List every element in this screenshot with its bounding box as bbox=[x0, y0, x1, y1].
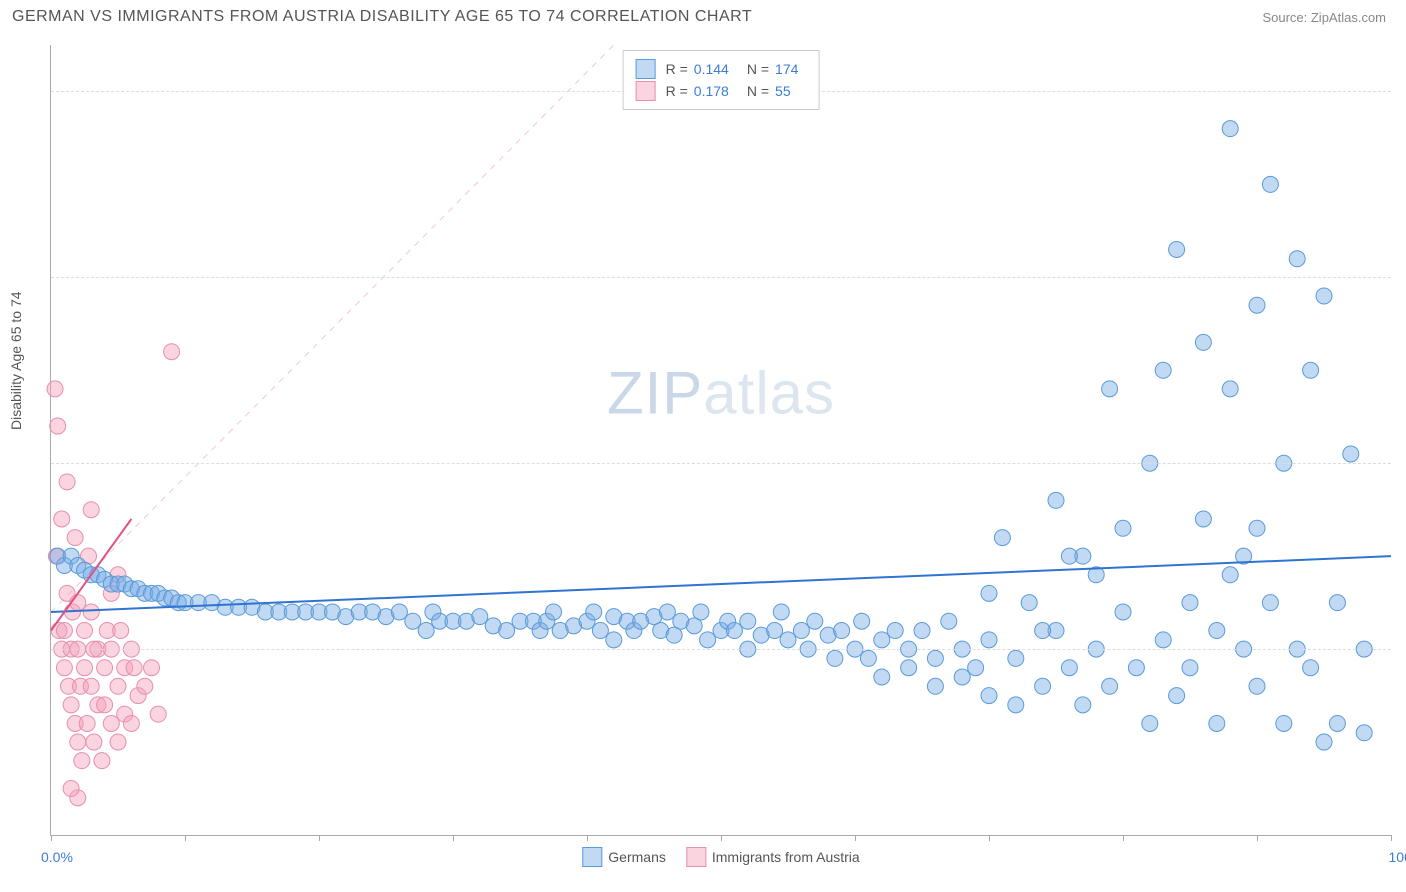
y-axis-label: Disability Age 65 to 74 bbox=[8, 291, 24, 430]
legend-label-b: Immigrants from Austria bbox=[712, 849, 860, 865]
scatter-svg bbox=[51, 45, 1391, 835]
x-tick bbox=[989, 835, 990, 841]
chart-title: GERMAN VS IMMIGRANTS FROM AUSTRIA DISABI… bbox=[12, 8, 752, 26]
n-label: N = bbox=[747, 83, 769, 99]
x-tick bbox=[1391, 835, 1392, 841]
source-attribution: Source: ZipAtlas.com bbox=[1262, 10, 1386, 25]
legend-stats-row-a: R = 0.144 N = 174 bbox=[636, 59, 807, 79]
gridline bbox=[51, 463, 1391, 464]
gridline bbox=[51, 277, 1391, 278]
r-value-a: 0.144 bbox=[694, 61, 729, 77]
legend-label-a: Germans bbox=[608, 849, 666, 865]
chart-plot-area: ZIPatlas R = 0.144 N = 174 R = 0.178 N =… bbox=[50, 45, 1391, 836]
swatch-a-icon bbox=[636, 59, 656, 79]
x-axis-max-label: 100.0% bbox=[1389, 849, 1406, 865]
x-tick bbox=[319, 835, 320, 841]
r-label: R = bbox=[666, 61, 688, 77]
x-tick bbox=[453, 835, 454, 841]
legend-series: Germans Immigrants from Austria bbox=[582, 847, 859, 867]
swatch-b-icon bbox=[686, 847, 706, 867]
n-value-a: 174 bbox=[775, 61, 798, 77]
x-tick bbox=[721, 835, 722, 841]
x-tick bbox=[185, 835, 186, 841]
x-tick bbox=[51, 835, 52, 841]
x-tick bbox=[587, 835, 588, 841]
n-value-b: 55 bbox=[775, 83, 791, 99]
legend-stats-row-b: R = 0.178 N = 55 bbox=[636, 81, 807, 101]
legend-stats: R = 0.144 N = 174 R = 0.178 N = 55 bbox=[623, 50, 820, 110]
r-label: R = bbox=[666, 83, 688, 99]
n-label: N = bbox=[747, 61, 769, 77]
r-value-b: 0.178 bbox=[694, 83, 729, 99]
legend-item-a: Germans bbox=[582, 847, 666, 867]
swatch-b-icon bbox=[636, 81, 656, 101]
x-tick bbox=[1257, 835, 1258, 841]
x-tick bbox=[1123, 835, 1124, 841]
x-axis-min-label: 0.0% bbox=[41, 849, 73, 865]
gridline bbox=[51, 649, 1391, 650]
swatch-a-icon bbox=[582, 847, 602, 867]
legend-item-b: Immigrants from Austria bbox=[686, 847, 860, 867]
x-tick bbox=[855, 835, 856, 841]
